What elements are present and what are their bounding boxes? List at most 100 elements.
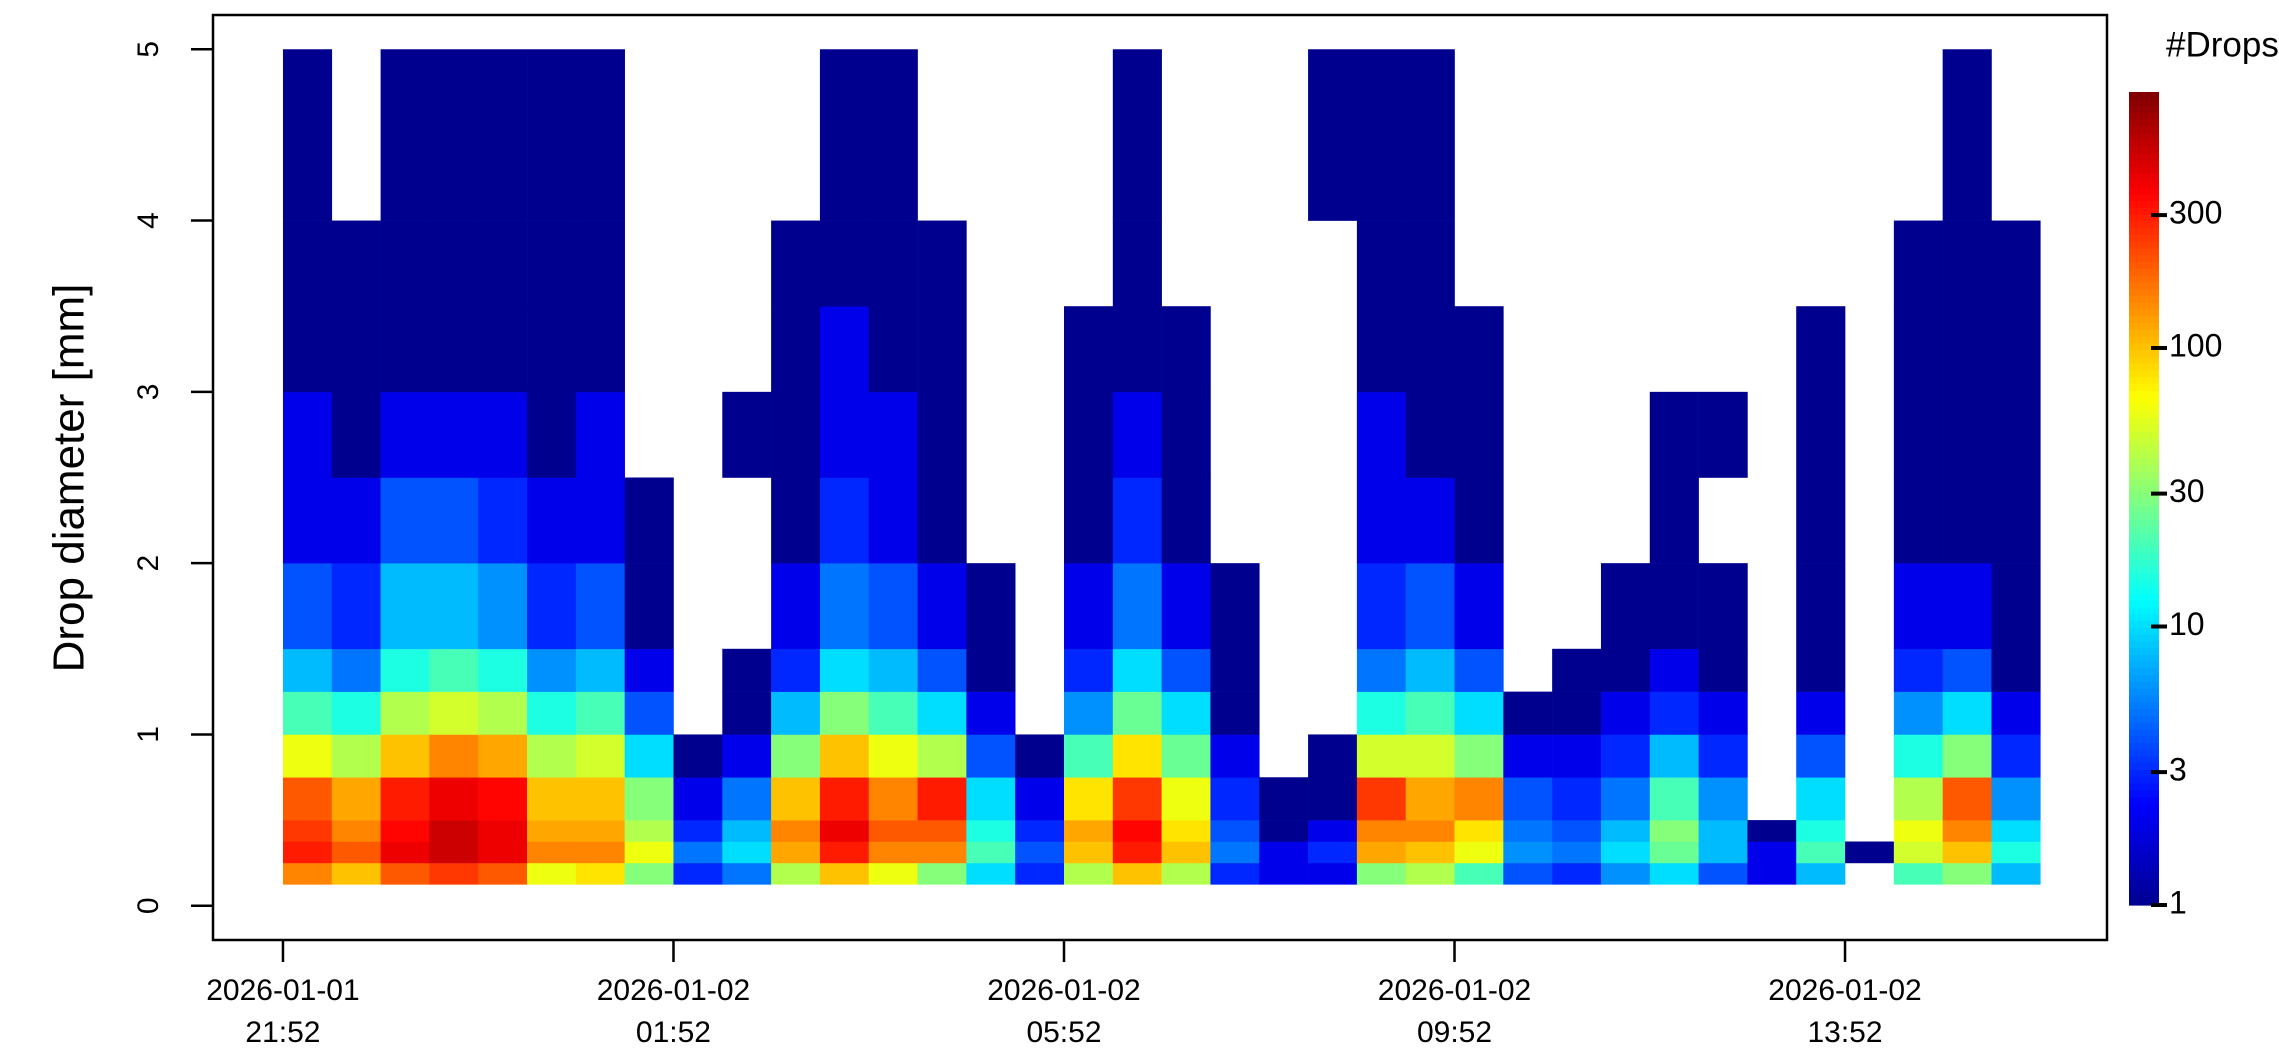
heat-cell xyxy=(1015,734,1065,778)
colorbar-swatch xyxy=(2129,762,2159,771)
heat-cell xyxy=(282,648,333,692)
heat-cell xyxy=(1991,391,2041,478)
heat-cell xyxy=(1063,391,1114,478)
colorbar-swatch xyxy=(2129,342,2159,351)
heat-cell xyxy=(1015,841,1065,864)
heat-cell xyxy=(1649,734,1699,778)
colorbar-swatch xyxy=(2129,789,2159,798)
heat-cell xyxy=(1161,734,1211,778)
y-axis-title: Drop diameter [mm] xyxy=(45,284,94,673)
heat-cell xyxy=(527,648,577,692)
heat-cell xyxy=(917,691,967,735)
heat-cell xyxy=(1112,49,1162,221)
heat-cell xyxy=(771,862,821,885)
x-tick-label: 2026-01-02 09:52 xyxy=(1377,974,1532,1049)
colorbar-swatch xyxy=(2129,471,2159,479)
colorbar-swatch xyxy=(2129,92,2159,100)
heat-cell xyxy=(771,691,821,735)
heat-cell xyxy=(1503,777,1553,821)
heat-cell xyxy=(1454,734,1504,778)
heat-cell xyxy=(429,220,479,307)
heat-cell xyxy=(1552,648,1602,692)
heat-cell xyxy=(966,777,1016,821)
colorbar-swatch xyxy=(2129,600,2159,608)
heat-cell xyxy=(1698,820,1748,842)
heat-cell xyxy=(1552,734,1602,778)
heat-cell xyxy=(1747,820,1797,842)
heat-cell xyxy=(1210,777,1260,821)
heat-cell xyxy=(1796,734,1846,778)
heat-cell xyxy=(868,563,918,650)
colorbar-tick-label: 10 xyxy=(2169,606,2205,642)
heat-cell xyxy=(624,648,674,692)
heat-cell xyxy=(819,306,870,393)
heat-cell xyxy=(1356,306,1406,393)
heat-cell xyxy=(282,777,333,821)
heat-cell xyxy=(1893,391,1943,478)
colorbar-swatch xyxy=(2129,491,2159,500)
heat-cell xyxy=(1600,648,1651,692)
heat-cell xyxy=(1600,734,1651,778)
heat-cell xyxy=(1063,841,1114,864)
heat-cell xyxy=(917,862,967,885)
heat-cell xyxy=(1942,862,1992,885)
heat-cell xyxy=(673,820,723,842)
heat-cell xyxy=(1161,391,1211,478)
colorbar-swatch xyxy=(2129,437,2159,445)
heat-cell xyxy=(1063,862,1114,885)
heat-cell xyxy=(1112,391,1162,478)
heat-cell xyxy=(771,391,821,478)
colorbar-swatch xyxy=(2129,857,2159,865)
colorbar-swatch xyxy=(2129,708,2159,716)
heat-cell xyxy=(1015,862,1065,885)
colorbar-swatch xyxy=(2129,98,2159,107)
heat-cell xyxy=(819,220,870,307)
heat-cell xyxy=(1552,691,1602,735)
heat-cell xyxy=(1454,391,1504,478)
heat-cell xyxy=(1405,49,1455,221)
heat-cell xyxy=(1161,862,1211,885)
y-tick-label: 1 xyxy=(132,726,165,743)
colorbar-tick-label: 30 xyxy=(2169,473,2205,509)
heat-cell xyxy=(1942,477,1992,564)
colorbar-swatch xyxy=(2129,112,2159,120)
heat-cell xyxy=(1942,820,1992,842)
heat-cell xyxy=(771,220,821,307)
heat-cell xyxy=(966,862,1016,885)
heat-cell xyxy=(1063,820,1114,842)
heat-cell xyxy=(1015,820,1065,842)
heat-cell xyxy=(282,306,333,393)
heat-cell xyxy=(527,49,577,221)
heat-cell xyxy=(380,862,430,885)
heat-cell xyxy=(1649,391,1699,478)
heat-cell xyxy=(868,49,918,221)
heat-cell xyxy=(1161,477,1211,564)
colorbar-swatch xyxy=(2129,810,2159,818)
heat-cell xyxy=(868,734,918,778)
heat-cell xyxy=(478,648,528,692)
heat-cell xyxy=(331,648,381,692)
colorbar-swatch xyxy=(2129,396,2159,405)
heat-cell xyxy=(1454,306,1504,393)
heat-cell xyxy=(1942,777,1992,821)
colorbar-swatch xyxy=(2129,484,2159,493)
heat-cell xyxy=(1698,841,1748,864)
heat-cell xyxy=(917,841,967,864)
heat-cell xyxy=(1649,862,1699,885)
heat-cell xyxy=(1308,49,1358,221)
heat-cell xyxy=(1796,841,1846,864)
heat-cell xyxy=(868,691,918,735)
heat-cell xyxy=(575,820,625,842)
colorbar-swatch xyxy=(2129,464,2159,472)
heat-cell xyxy=(819,477,870,564)
heat-cell xyxy=(1991,477,2041,564)
heat-cell xyxy=(1063,734,1114,778)
heat-cell xyxy=(1893,734,1943,778)
heat-cell xyxy=(819,841,870,864)
heat-cell xyxy=(722,734,772,778)
heat-cell xyxy=(527,220,577,307)
heat-cell xyxy=(966,841,1016,864)
y-tick-label: 4 xyxy=(132,212,165,229)
colorbar-swatch xyxy=(2129,877,2159,886)
colorbar-swatch xyxy=(2129,281,2159,290)
